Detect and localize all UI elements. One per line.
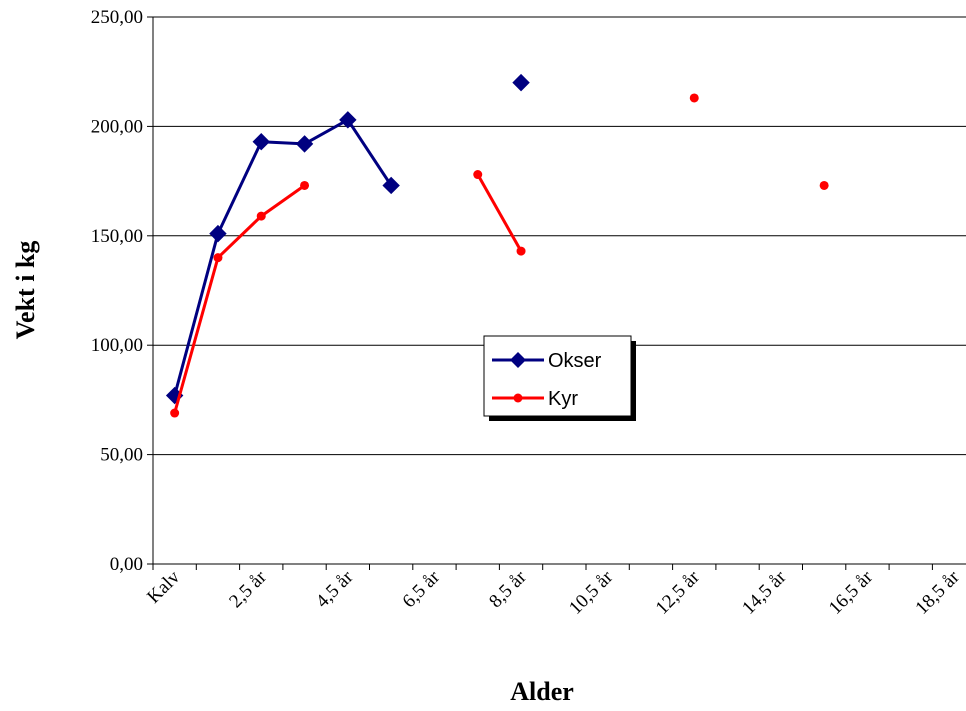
data-point-circle: [213, 253, 223, 263]
data-point-circle: [256, 211, 266, 221]
x-tick-label: 16,5 år: [825, 566, 878, 619]
series-line-segment: [173, 257, 220, 414]
x-tick-label: 4,5 år: [312, 566, 358, 612]
legend: Okser Kyr: [483, 335, 636, 421]
data-point-circle: [819, 180, 829, 190]
x-axis-ticks: Kalv 2,5 år 4,5 år 6,5 år 8,5 år 10,5 år 12,5 …: [143, 564, 964, 619]
data-point-circle: [689, 93, 699, 103]
legend-marker-circle: [513, 393, 523, 403]
x-tick-label: 18,5 år: [911, 566, 964, 619]
legend-label: Kyr: [548, 388, 578, 410]
gridlines: [153, 16, 966, 456]
x-tick-label: 12,5 år: [652, 566, 705, 619]
series-line-segment: [173, 233, 220, 396]
data-point-diamond: [252, 133, 270, 151]
x-tick-label: 14,5 år: [738, 566, 791, 619]
series-layer: [165, 73, 829, 418]
series-line-segment: [303, 118, 349, 146]
data-point-diamond: [512, 73, 530, 92]
series-line-segment: [260, 184, 306, 218]
y-tick-label: 250,00: [91, 7, 143, 28]
data-point-diamond: [295, 135, 314, 153]
x-tick-label: Kalv: [143, 566, 184, 607]
series-line-segment: [216, 215, 263, 259]
y-axis-ticks: 0,00 50,00 100,00 150,00 200,00 250,00: [91, 7, 153, 575]
data-point-circle: [473, 170, 483, 180]
series-line-segment: [476, 173, 523, 252]
data-point-diamond: [209, 224, 227, 243]
legend-box: [483, 335, 632, 417]
y-tick-label: 0,00: [110, 554, 143, 575]
x-axis-title: Alder: [510, 677, 574, 706]
y-tick-label: 100,00: [91, 335, 143, 356]
legend-label: Okser: [548, 350, 602, 372]
series-kyr: [170, 93, 829, 418]
legend-marker-diamond: [510, 352, 526, 368]
axes: [152, 17, 966, 565]
data-point-diamond: [339, 111, 357, 129]
x-tick-label: 2,5 år: [225, 566, 271, 612]
data-point-circle: [300, 180, 310, 190]
y-tick-label: 200,00: [91, 116, 143, 137]
x-tick-label: 6,5 år: [399, 566, 445, 612]
series-line-segment: [346, 119, 393, 187]
x-tick-label: 8,5 år: [485, 566, 531, 612]
y-tick-label: 50,00: [100, 445, 143, 466]
data-point-diamond: [382, 176, 400, 195]
x-tick-label: 10,5 år: [565, 566, 618, 619]
y-axis-title: Vekt i kg: [11, 241, 40, 340]
data-point-circle: [170, 408, 180, 418]
y-tick-label: 150,00: [91, 226, 143, 247]
data-point-circle: [516, 246, 526, 256]
series-line-segment: [216, 141, 263, 235]
series-okser: [165, 73, 530, 405]
